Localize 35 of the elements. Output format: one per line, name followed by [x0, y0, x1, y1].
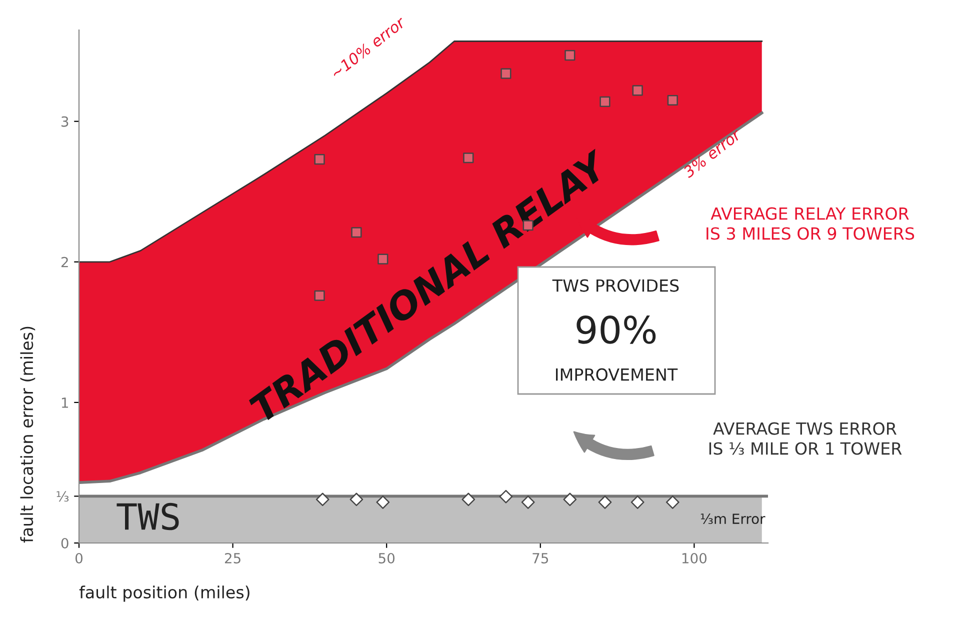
x-axis-title: fault position (miles) [79, 586, 250, 602]
point [630, 496, 644, 509]
x-tick-label: 25 [224, 552, 240, 564]
point [350, 492, 364, 506]
point [563, 492, 577, 506]
x-tick-label: 50 [378, 552, 395, 564]
y-tick-label: 1 [62, 398, 68, 408]
point [314, 154, 325, 165]
y-tick-label: 3 [62, 116, 68, 127]
y-tick-label: 0 [61, 538, 68, 548]
y-tick-label: 2 [61, 256, 68, 268]
point [462, 492, 476, 506]
y-tick-label: ⅓ [56, 491, 69, 502]
point [316, 492, 330, 506]
x-tick-label: 75 [532, 553, 548, 564]
point [598, 496, 612, 509]
point [564, 50, 576, 61]
point [666, 496, 680, 509]
y-axis-title: fault location error (miles) [20, 326, 36, 543]
point [600, 96, 610, 107]
point [500, 68, 512, 79]
point [667, 94, 678, 106]
annotation: AVERAGE RELAY ERROR IS 3 MILES OR 9 TOWERS [706, 207, 914, 240]
point [521, 496, 535, 509]
x-tick-label: 0 [75, 552, 82, 564]
annotation: AVERAGE TWS ERROR IS ⅓ MILE OR 1 TOWER [709, 422, 902, 455]
point [499, 490, 513, 504]
point [376, 496, 390, 509]
band-label: TWS [116, 502, 179, 530]
annotation: ⅓m Error [700, 514, 766, 524]
point [351, 227, 362, 238]
point [463, 152, 474, 164]
x-tick-label: 100 [682, 552, 707, 564]
text: TWS PROVIDES 90% IMPROVEMENT [552, 279, 679, 381]
point [632, 85, 643, 96]
